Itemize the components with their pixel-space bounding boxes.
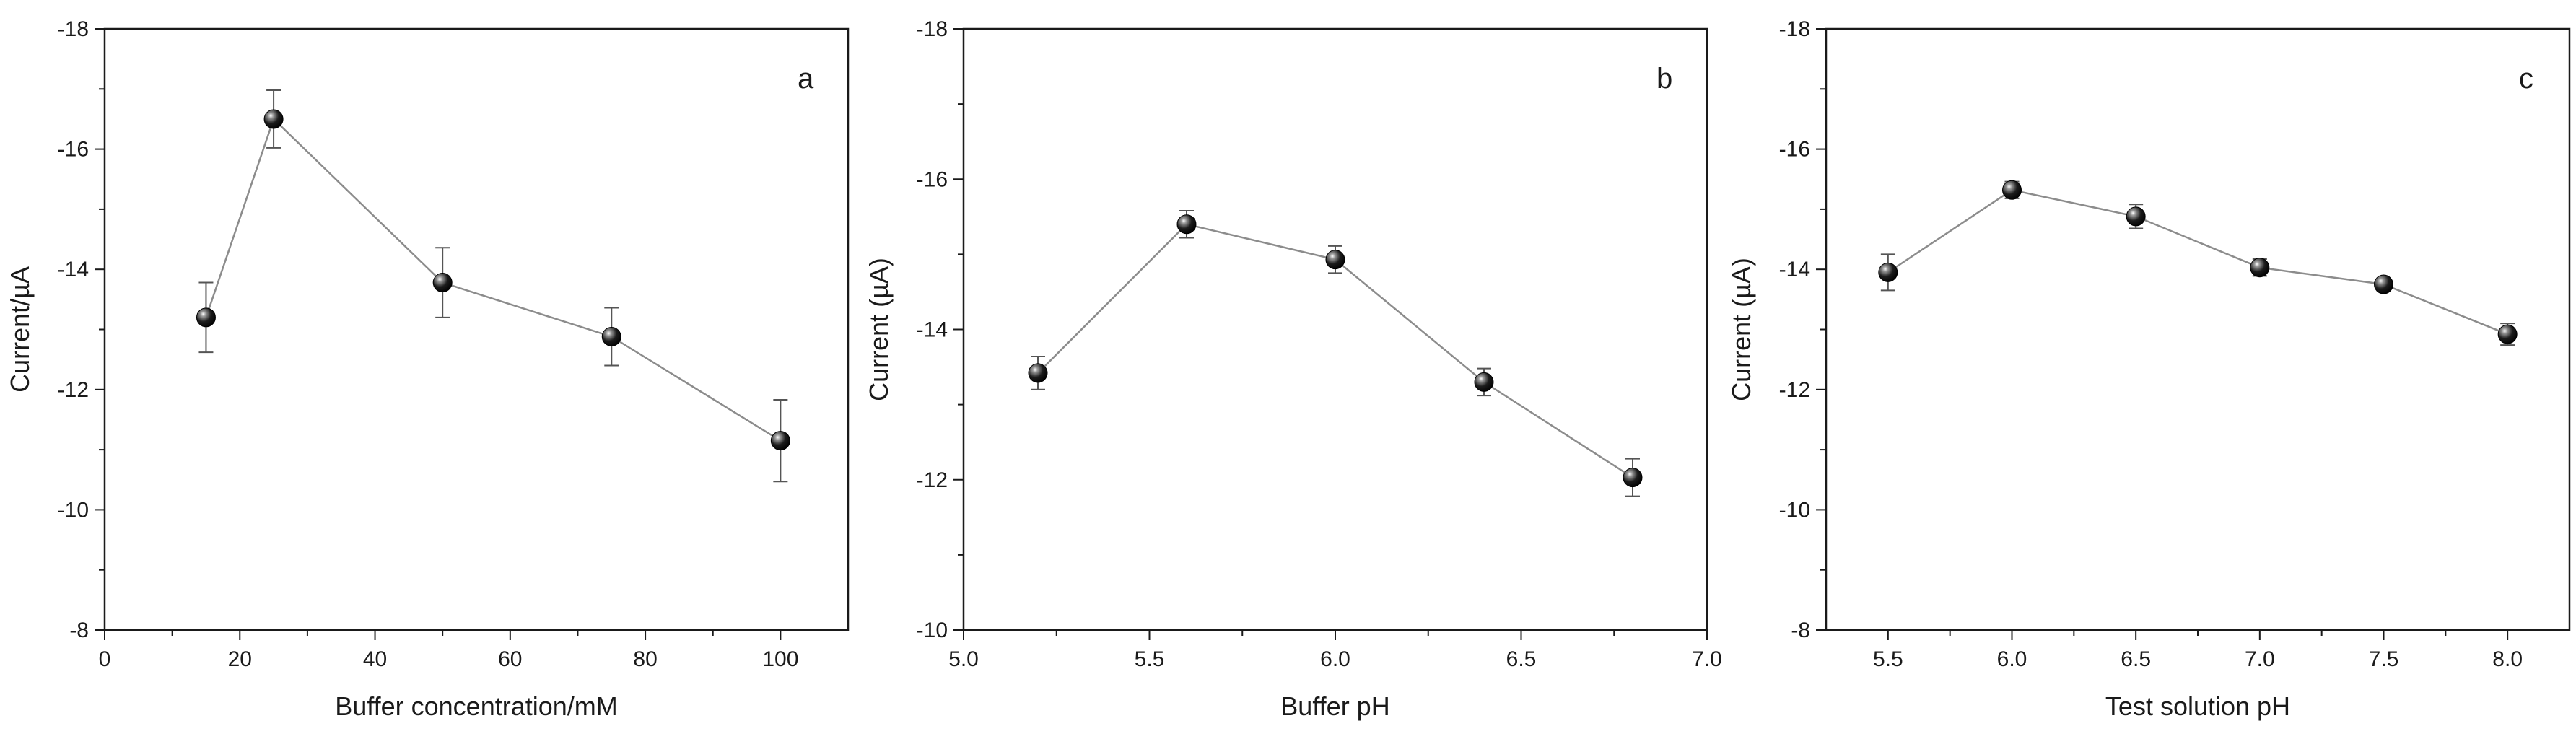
panel-letter: a: [798, 63, 814, 95]
y-tick-label: -12: [917, 468, 948, 492]
y-tick-label: -10: [917, 618, 948, 642]
data-point: [196, 307, 216, 328]
y-tick-label: -8: [1791, 618, 1810, 642]
x-tick-label: 8.0: [2492, 647, 2523, 671]
chart-panel-a: Buffer concentration/mM Current/µA a 0 20…: [5, 17, 850, 721]
y-tick-label: -14: [58, 258, 89, 281]
y-axis-label: Current (µA): [864, 258, 894, 401]
y-tick-label: -12: [1779, 378, 1810, 402]
plot-frame: [103, 27, 850, 631]
y-tick-label: -10: [1779, 498, 1810, 522]
x-tick-label: 7.0: [1692, 647, 1722, 671]
y-axis-label: Current (µA): [1726, 258, 1756, 401]
x-axis-label: Buffer pH: [1280, 691, 1389, 721]
y-tick-label: -16: [58, 138, 89, 162]
data-point: [770, 431, 790, 451]
x-tick-label: 6.5: [1506, 647, 1537, 671]
x-tick-label: 60: [498, 647, 522, 671]
y-tick-label: -12: [58, 378, 89, 402]
x-tick-label: 100: [762, 647, 798, 671]
y-tick-label: -16: [917, 167, 948, 191]
x-tick-label: 6.0: [1320, 647, 1350, 671]
data-point: [263, 109, 284, 129]
data-point: [1474, 372, 1494, 392]
data-point: [1878, 262, 1898, 282]
data-point: [432, 273, 453, 293]
panel-letter: c: [2519, 63, 2533, 95]
x-tick-label: 0: [99, 647, 111, 671]
x-tick-label: 5.5: [1873, 647, 1903, 671]
x-tick-label: 7.5: [2369, 647, 2399, 671]
x-tick-label: 80: [633, 647, 657, 671]
y-axis-label: Current/µA: [5, 266, 35, 393]
data-point: [601, 326, 621, 346]
plot-frame: [1825, 27, 2571, 631]
x-tick-label: 5.5: [1135, 647, 1165, 671]
x-tick-label: 20: [228, 647, 252, 671]
y-tick-label: -16: [1779, 138, 1810, 162]
chart-panel-c: Test solution pH Current (µA) c 5.5 6.0 6.…: [1726, 17, 2571, 721]
series-line: [205, 117, 782, 442]
y-tick-label: -14: [1779, 258, 1810, 281]
x-tick-label: 6.5: [2121, 647, 2151, 671]
y-tick-label: -18: [1779, 17, 1810, 41]
x-tick-label: 5.0: [948, 647, 979, 671]
data-point: [1176, 214, 1197, 235]
x-tick-label: 40: [363, 647, 387, 671]
x-axis-label: Buffer concentration/mM: [335, 691, 618, 721]
y-tick-label: -10: [58, 498, 89, 522]
x-tick-label: 7.0: [2245, 647, 2275, 671]
data-point: [2374, 274, 2393, 294]
data-point: [1623, 468, 1643, 488]
plot-frame: [962, 27, 1708, 631]
data-point: [2250, 258, 2270, 278]
x-axis-label: Test solution pH: [2105, 691, 2290, 721]
data-point: [1028, 363, 1048, 383]
data-point: [2497, 324, 2518, 344]
data-point: [2002, 180, 2022, 200]
data-point: [2126, 206, 2146, 227]
data-point: [1325, 250, 1345, 270]
series-line: [1887, 188, 2508, 336]
y-tick-label: -14: [917, 318, 948, 342]
y-tick-label: -8: [69, 618, 89, 642]
y-tick-label: -18: [58, 17, 89, 41]
y-tick-label: -18: [917, 17, 948, 41]
x-tick-label: 6.0: [1997, 647, 2027, 671]
panel-letter: b: [1656, 63, 1672, 95]
chart-panel-b: Buffer pH Current (µA) b 5.0 5.5 6.0 6.5 7.0…: [864, 17, 1722, 721]
